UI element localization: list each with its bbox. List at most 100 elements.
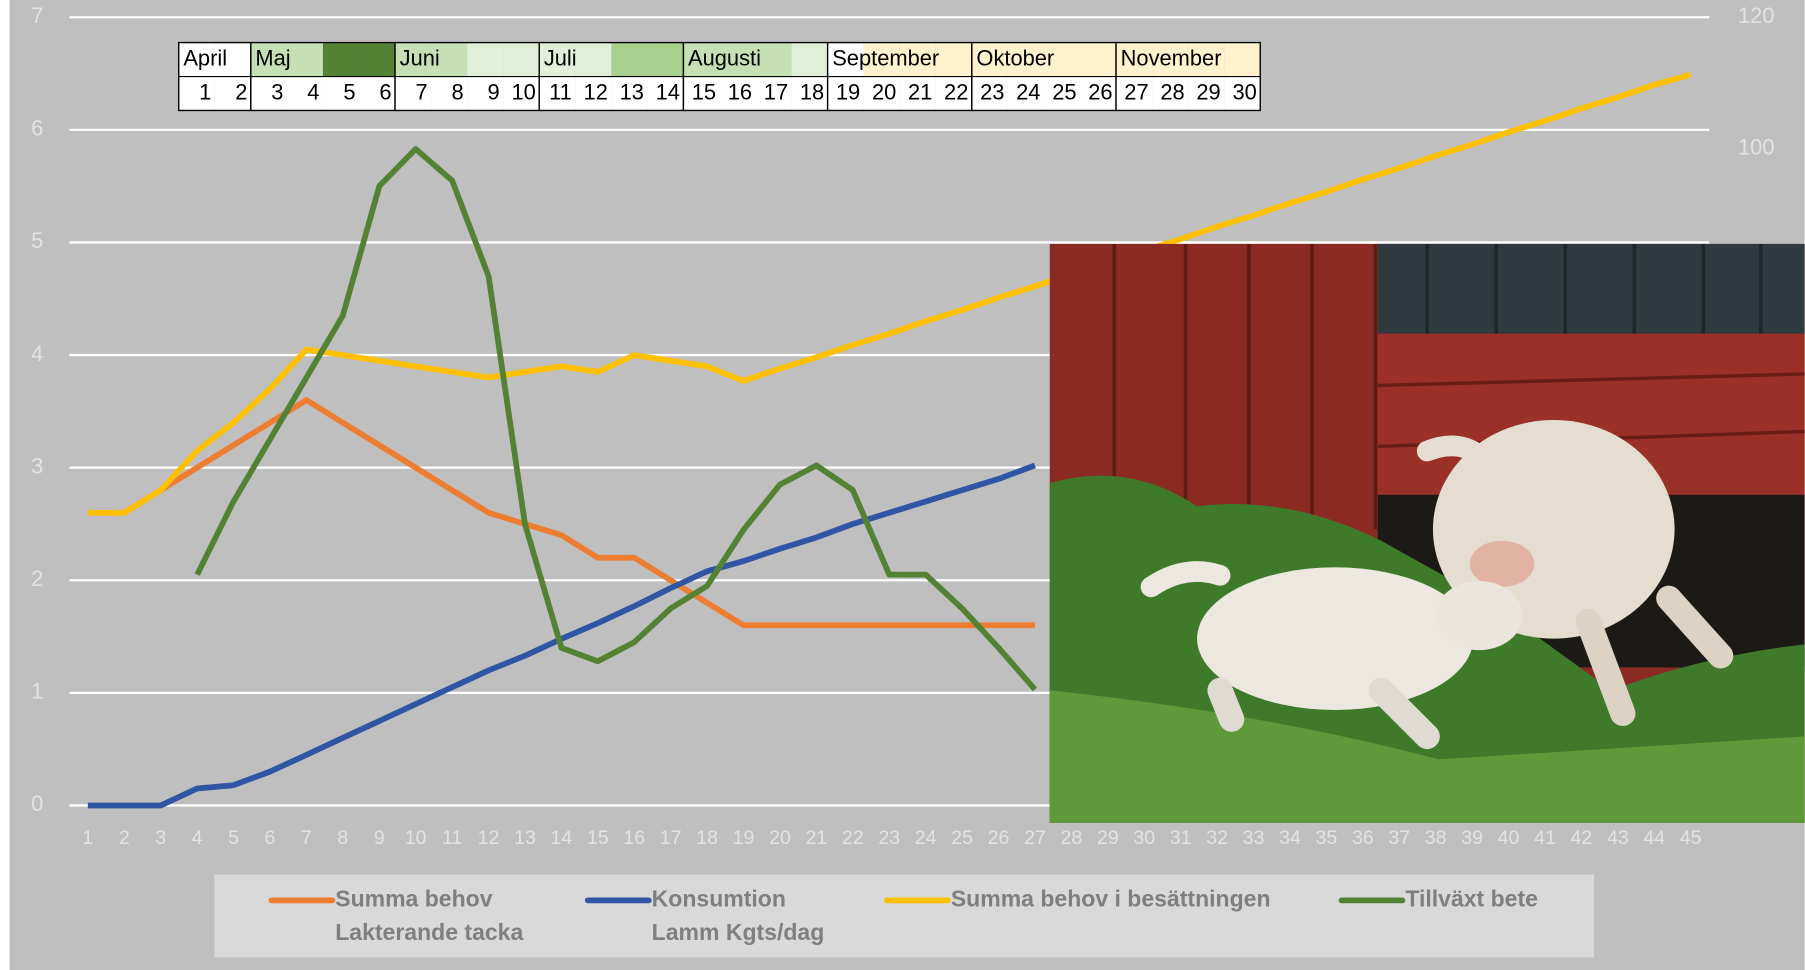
calendar-week-cell (1152, 76, 1189, 111)
y-tick-label: 4 (31, 341, 43, 366)
x-tick-label: 31 (1170, 827, 1192, 849)
y-tick-label: 6 (31, 116, 43, 141)
legend-swatch (884, 897, 951, 904)
x-tick-label: 39 (1461, 827, 1483, 849)
calendar-week: 12 (584, 79, 608, 104)
calendar-week: 25 (1052, 79, 1076, 104)
calendar-week: 19 (836, 79, 860, 104)
calendar-week: 3 (271, 79, 283, 104)
calendar-week-cell (358, 76, 396, 111)
x-tick-label: 28 (1061, 827, 1083, 849)
photo (1049, 243, 1805, 823)
calendar-week: 10 (511, 79, 535, 104)
calendar-week: 11 (549, 79, 572, 104)
legend-label: Summa behov Lakterande tacka (335, 887, 524, 946)
legend-item: Summa behov Lakterande tacka (268, 884, 553, 951)
x-tick-label: 2 (119, 827, 130, 849)
calendar-week-cell (755, 76, 792, 111)
calendar-week-cell (467, 76, 504, 111)
calendar-month: September (832, 45, 939, 70)
calendar-week: 20 (872, 79, 896, 104)
calendar-month: Juli (544, 45, 577, 70)
y-tick-label: 3 (31, 453, 43, 478)
calendar-header-cell (358, 42, 396, 77)
x-tick-label: 5 (228, 827, 239, 849)
x-tick-label: 25 (951, 827, 973, 849)
calendar-header-cell (899, 42, 936, 77)
x-tick-label: 12 (478, 827, 500, 849)
x-tick-label: 36 (1352, 827, 1374, 849)
x-tick-label: 37 (1388, 827, 1410, 849)
x-tick-label: 9 (374, 827, 385, 849)
x-tick-label: 23 (878, 827, 900, 849)
x-tick-label: 38 (1425, 827, 1447, 849)
calendar-header-cell (286, 42, 323, 77)
calendar-week-cell (1007, 76, 1044, 111)
y-tick-label: 2 (31, 566, 43, 591)
calendar-week: 8 (452, 79, 464, 104)
calendar-week: 27 (1124, 79, 1148, 104)
calendar-header-cell (1188, 42, 1225, 77)
calendar-week-cell (1224, 76, 1261, 111)
calendar-week-cell (214, 76, 251, 111)
x-tick-label: 19 (733, 827, 755, 849)
calendar-header-cell (1079, 42, 1117, 77)
x-tick-label: 26 (988, 827, 1010, 849)
calendar-week: 17 (764, 79, 788, 104)
calendar-header-cell (755, 42, 792, 77)
calendar-header-cell (395, 42, 432, 77)
x-tick-label: 13 (514, 827, 536, 849)
x-tick-label: 7 (301, 827, 312, 849)
x-tick-label: 22 (842, 827, 864, 849)
calendar-week-cell (250, 76, 287, 111)
x-tick-label: 34 (1279, 827, 1301, 849)
calendar-week: 18 (800, 79, 824, 104)
calendar-week-cell (1043, 76, 1080, 111)
calendar-week-cell (575, 76, 612, 111)
y-tick-label: 5 (31, 228, 43, 253)
x-tick-label: 41 (1534, 827, 1556, 849)
x-tick-label: 32 (1206, 827, 1228, 849)
x-tick-label: 18 (696, 827, 718, 849)
calendar-header-cell (791, 42, 828, 77)
x-tick-label: 40 (1498, 827, 1520, 849)
calendar-week-cell (791, 76, 828, 111)
series-line (87, 397, 1035, 629)
x-tick-label: 10 (405, 827, 427, 849)
x-tick-label: 14 (551, 827, 573, 849)
calendar-week: 22 (944, 79, 968, 104)
x-tick-label: 17 (660, 827, 682, 849)
calendar-week: 24 (1016, 79, 1040, 104)
calendar-month: Oktober (976, 45, 1054, 70)
calendar-header-cell (935, 42, 972, 77)
calendar-week: 29 (1196, 79, 1220, 104)
legend-box: Summa behov Lakterande tacka Konsumtion L… (214, 874, 1595, 958)
calendar-week: 14 (656, 79, 680, 104)
x-tick-label: 15 (587, 827, 609, 849)
calendar-week-cell (431, 76, 468, 111)
calendar-week: 16 (728, 79, 752, 104)
x-tick-label: 20 (769, 827, 791, 849)
x-tick-label: 29 (1097, 827, 1119, 849)
calendar-header-cell (1116, 42, 1153, 77)
legend-swatch (1338, 897, 1406, 904)
series-line (194, 146, 1038, 692)
x-tick-label: 42 (1571, 827, 1593, 849)
calendar-week: 4 (307, 79, 319, 104)
x-tick-label: 45 (1680, 827, 1702, 849)
calendar-header-cell (214, 42, 251, 77)
calendar-header-cell (971, 42, 1008, 77)
calendar-week: 21 (908, 79, 932, 104)
calendar-week: 7 (415, 79, 427, 104)
calendar-week: 6 (379, 79, 391, 104)
calendar-header-cell (503, 42, 540, 77)
calendar-week-cell (1188, 76, 1225, 111)
legend-label: Konsumtion Lamm Kgts/dag (651, 887, 825, 946)
calendar-week-cell (719, 76, 756, 111)
calendar-header-cell (647, 42, 684, 77)
calendar-header-cell (539, 42, 576, 77)
calendar-week-cell (863, 76, 900, 111)
calendar-header-cell (250, 42, 287, 77)
